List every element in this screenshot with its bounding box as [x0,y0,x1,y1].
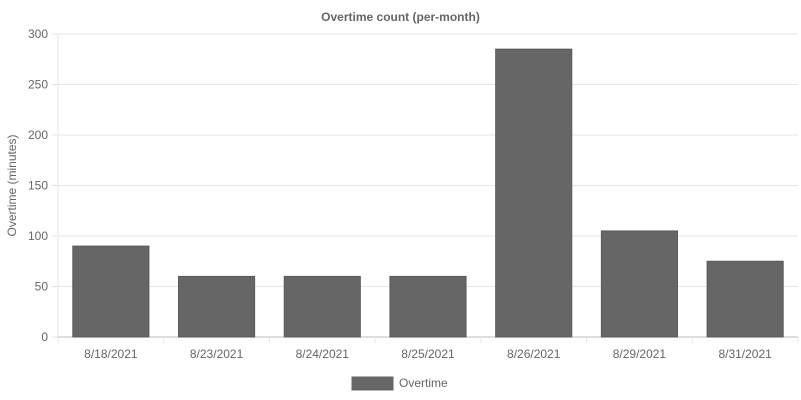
y-tick-label: 150 [28,179,48,193]
chart-title: Overtime count (per-month) [321,10,480,24]
x-tick-label: 8/23/2021 [190,347,244,361]
y-tick-label: 300 [28,27,48,41]
bars [72,48,784,338]
bar[interactable] [389,275,467,338]
legend-swatch[interactable] [351,376,394,391]
x-tick-label: 8/18/2021 [84,347,138,361]
bar[interactable] [178,275,256,338]
x-tick-label: 8/26/2021 [507,347,561,361]
bar[interactable] [495,48,573,338]
x-tick-label: 8/25/2021 [401,347,455,361]
y-tick-label: 100 [28,229,48,243]
x-tick-label: 8/31/2021 [718,347,772,361]
y-tick-label: 200 [28,128,48,142]
legend-label[interactable]: Overtime [399,376,448,390]
bar[interactable] [706,260,784,338]
y-tick-label: 250 [28,78,48,92]
x-tick-label: 8/24/2021 [296,347,350,361]
bar[interactable] [72,245,150,338]
x-tick-label: 8/29/2021 [613,347,667,361]
y-axis-ticks: 0 50 100 150 200 250 300 [28,27,58,344]
legend[interactable]: Overtime [351,376,448,391]
y-tick-label: 0 [41,330,48,344]
bar[interactable] [600,230,678,338]
y-axis-title: Overtime (minutes) [5,134,19,236]
y-tick-label: 50 [35,280,49,294]
bar[interactable] [283,275,361,338]
x-axis-ticks: 8/18/2021 8/23/2021 8/24/2021 8/25/2021 8/26… [84,337,799,361]
